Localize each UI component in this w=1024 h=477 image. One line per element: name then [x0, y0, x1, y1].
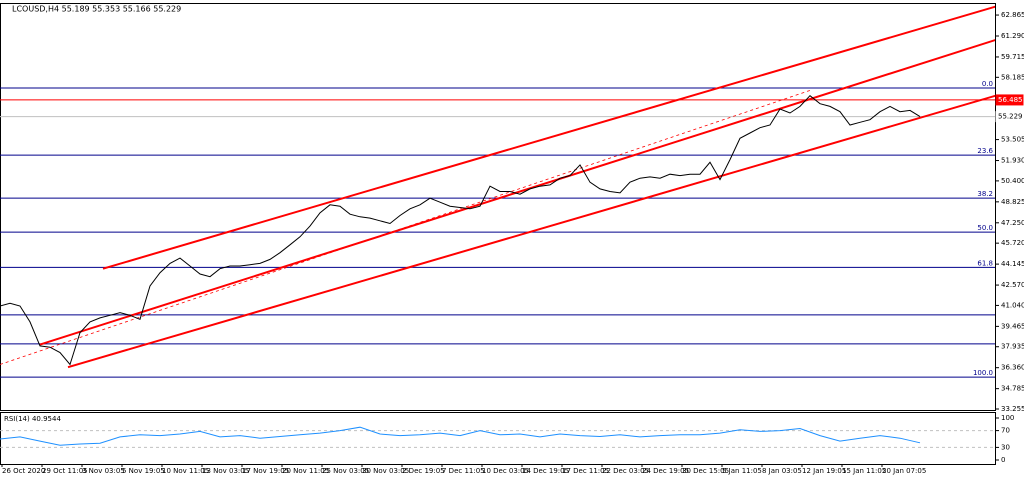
fib-label: 100.0: [973, 369, 993, 377]
x-tick-label: 5 Nov 19:05: [122, 467, 165, 475]
x-tick-label: 12 Jan 19:05: [802, 467, 846, 475]
x-tick-label: 25 Nov 03:05: [322, 467, 369, 475]
y-tick-label: 42.570: [1001, 281, 1024, 289]
y-tick-label: 41.040: [1001, 301, 1024, 309]
y-tick-label: 45.720: [1001, 239, 1024, 247]
x-tick-label: 26 Oct 2020: [2, 467, 45, 475]
x-tick-label: 15 Jan 11:05: [842, 467, 886, 475]
y-tick-label: 34.785: [1001, 385, 1024, 393]
x-tick-label: 5 Jan 11:05: [722, 467, 762, 475]
price-marker-label: 56.485: [998, 96, 1023, 104]
y-tick-label: 30: [1001, 443, 1010, 451]
fib-label: 50.0: [977, 224, 993, 232]
x-tick-label: 2 Dec 19:05: [402, 467, 445, 475]
main-plot: [0, 5, 995, 378]
price-marker: [995, 111, 1024, 123]
x-tick-label: 29 Oct 11:05: [42, 467, 88, 475]
price-line: [0, 426, 921, 446]
x-tick-label: 17 Nov 19:05: [242, 467, 289, 475]
x-tick-label: 7 Dec 11:05: [442, 467, 485, 475]
trend-line: [67, 94, 995, 369]
x-tick-label: 8 Jan 03:05: [762, 467, 802, 475]
y-tick-label: 36.360: [1001, 364, 1024, 372]
y-tick-label: 61.290: [1001, 32, 1024, 40]
y-tick-label: 51.930: [1001, 157, 1024, 165]
y-tick-label: 100: [1001, 414, 1014, 422]
x-tick-label: 17 Dec 11:05: [562, 467, 609, 475]
price-marker-label: 55.229: [998, 113, 1023, 121]
x-tick-label: 10 Dec 03:05: [482, 467, 529, 475]
x-tick-label: 30 Dec 15:05: [682, 467, 729, 475]
y-tick-label: 50.400: [1001, 177, 1024, 185]
x-tick-label: 14 Dec 19:05: [522, 467, 569, 475]
y-tick-label: 0: [1001, 456, 1005, 464]
main-frame: [0, 3, 996, 411]
y-tick-label: 33.255: [1001, 405, 1024, 413]
chart-title: LCOUSD,H4 55.189 55.353 55.166 55.229: [12, 5, 181, 14]
trend-line: [0, 90, 811, 365]
y-tick-label: 37.935: [1001, 343, 1024, 351]
x-tick-label: 22 Dec 03:05: [602, 467, 649, 475]
x-tick-label: 3 Nov 03:05: [82, 467, 125, 475]
y-tick-label: 44.145: [1001, 260, 1024, 268]
y-tick-label: 70: [1001, 427, 1010, 435]
fib-label: 23.6: [977, 147, 993, 155]
price-marker: [995, 94, 1024, 106]
x-tick-label: 13 Nov 03:05: [202, 467, 249, 475]
x-tick-label: 30 Nov 03:05: [362, 467, 409, 475]
y-tick-label: 62.865: [1001, 11, 1024, 19]
y-tick-label: 48.825: [1001, 198, 1024, 206]
y-tick-label: 47.250: [1001, 219, 1024, 227]
x-tick-label: 20 Nov 11:05: [282, 467, 329, 475]
y-tick-label: 39.465: [1001, 322, 1024, 330]
y-tick-label: 53.505: [1001, 136, 1024, 144]
fib-label: 61.8: [977, 259, 993, 267]
price-line: [0, 95, 921, 366]
x-tick-label: 10 Nov 11:05: [162, 467, 209, 475]
rsi-title: RSI(14) 40.9544: [4, 415, 61, 423]
x-tick-label: 20 Jan 07:05: [882, 467, 926, 475]
x-tick-label: 24 Dec 19:05: [642, 467, 689, 475]
fib-label: 0.0: [982, 80, 993, 88]
trend-line: [102, 5, 995, 270]
y-tick-label: 58.185: [1001, 73, 1024, 81]
fib-label: 38.2: [977, 190, 993, 198]
trend-line: [39, 39, 995, 346]
y-tick-label: 59.715: [1001, 53, 1024, 61]
